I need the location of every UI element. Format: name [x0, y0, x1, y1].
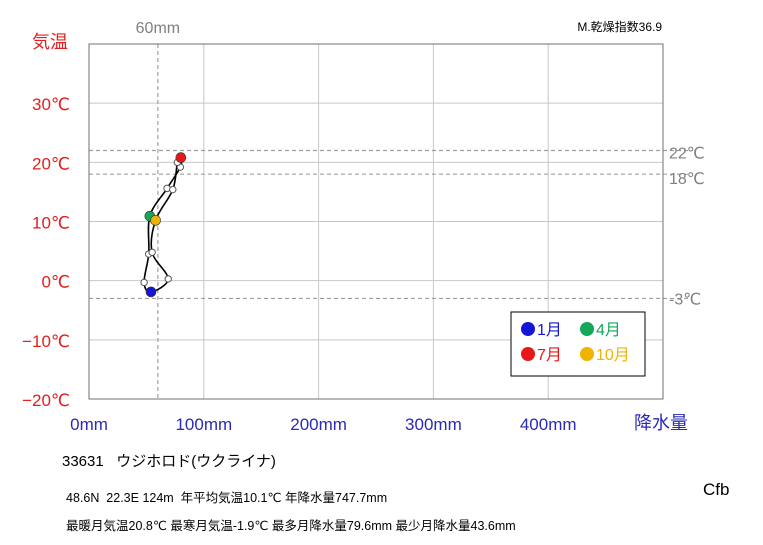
climate-class: Cfb [703, 480, 729, 499]
legend-label: 7月 [537, 347, 562, 364]
month-point-highlight [175, 152, 187, 163]
climate-curve [140, 152, 187, 298]
ref-label-temp: 18℃ [669, 171, 705, 188]
legend: 1月 4月 7月 10月 [510, 311, 646, 377]
ref-label-60mm: 60mm [136, 20, 180, 37]
y-tick-label: 0℃ [41, 273, 70, 292]
y-tick-label: 30℃ [32, 95, 70, 114]
x-tick-label: 400mm [520, 415, 577, 434]
x-tick-label: 100mm [175, 415, 232, 434]
legend-marker [521, 347, 535, 361]
station-line: 33631 ウジホロド(ウクライナ) [62, 453, 276, 470]
y-tick-label: 10℃ [32, 214, 70, 233]
stats-line-1: 48.6N 22.3E 124m 年平均気温10.1℃ 年降水量747.7mm [66, 490, 387, 505]
month-point [148, 248, 156, 256]
y-tick-label: −20℃ [22, 391, 70, 410]
legend-marker [580, 322, 594, 336]
y-axis-title: 気温 [32, 32, 68, 52]
legend-marker [521, 322, 535, 336]
legend-marker [580, 347, 594, 361]
x-axis-title: 降水量 [634, 413, 688, 433]
x-tick-label: 200mm [290, 415, 347, 434]
stats-line-2: 最暖月気温20.8℃ 最寒月気温-1.9℃ 最多月降水量79.6mm 最少月降水… [66, 518, 516, 533]
x-tick-label: 0mm [70, 415, 108, 434]
ref-label-temp: 22℃ [669, 146, 705, 163]
plot-frame [88, 43, 664, 400]
month-point-highlight [150, 215, 161, 226]
reference-lines: 60mm 22℃ 18℃ -3℃ [89, 20, 705, 399]
climate-curve-line [143, 156, 183, 293]
legend-box [510, 311, 646, 377]
month-point [169, 185, 177, 194]
ref-label-temp: -3℃ [669, 291, 701, 308]
month-point [140, 278, 148, 287]
legend-label: 10月 [596, 347, 630, 364]
x-tick-label: 300mm [405, 415, 462, 434]
legend-label: 4月 [596, 322, 621, 339]
legend-label: 1月 [537, 322, 562, 339]
y-tick-label: −10℃ [22, 332, 70, 351]
month-point-highlight [145, 286, 157, 298]
month-point [164, 275, 172, 283]
y-tick-label: 20℃ [32, 154, 70, 173]
aridity-index-label: M.乾燥指数36.9 [577, 19, 662, 34]
